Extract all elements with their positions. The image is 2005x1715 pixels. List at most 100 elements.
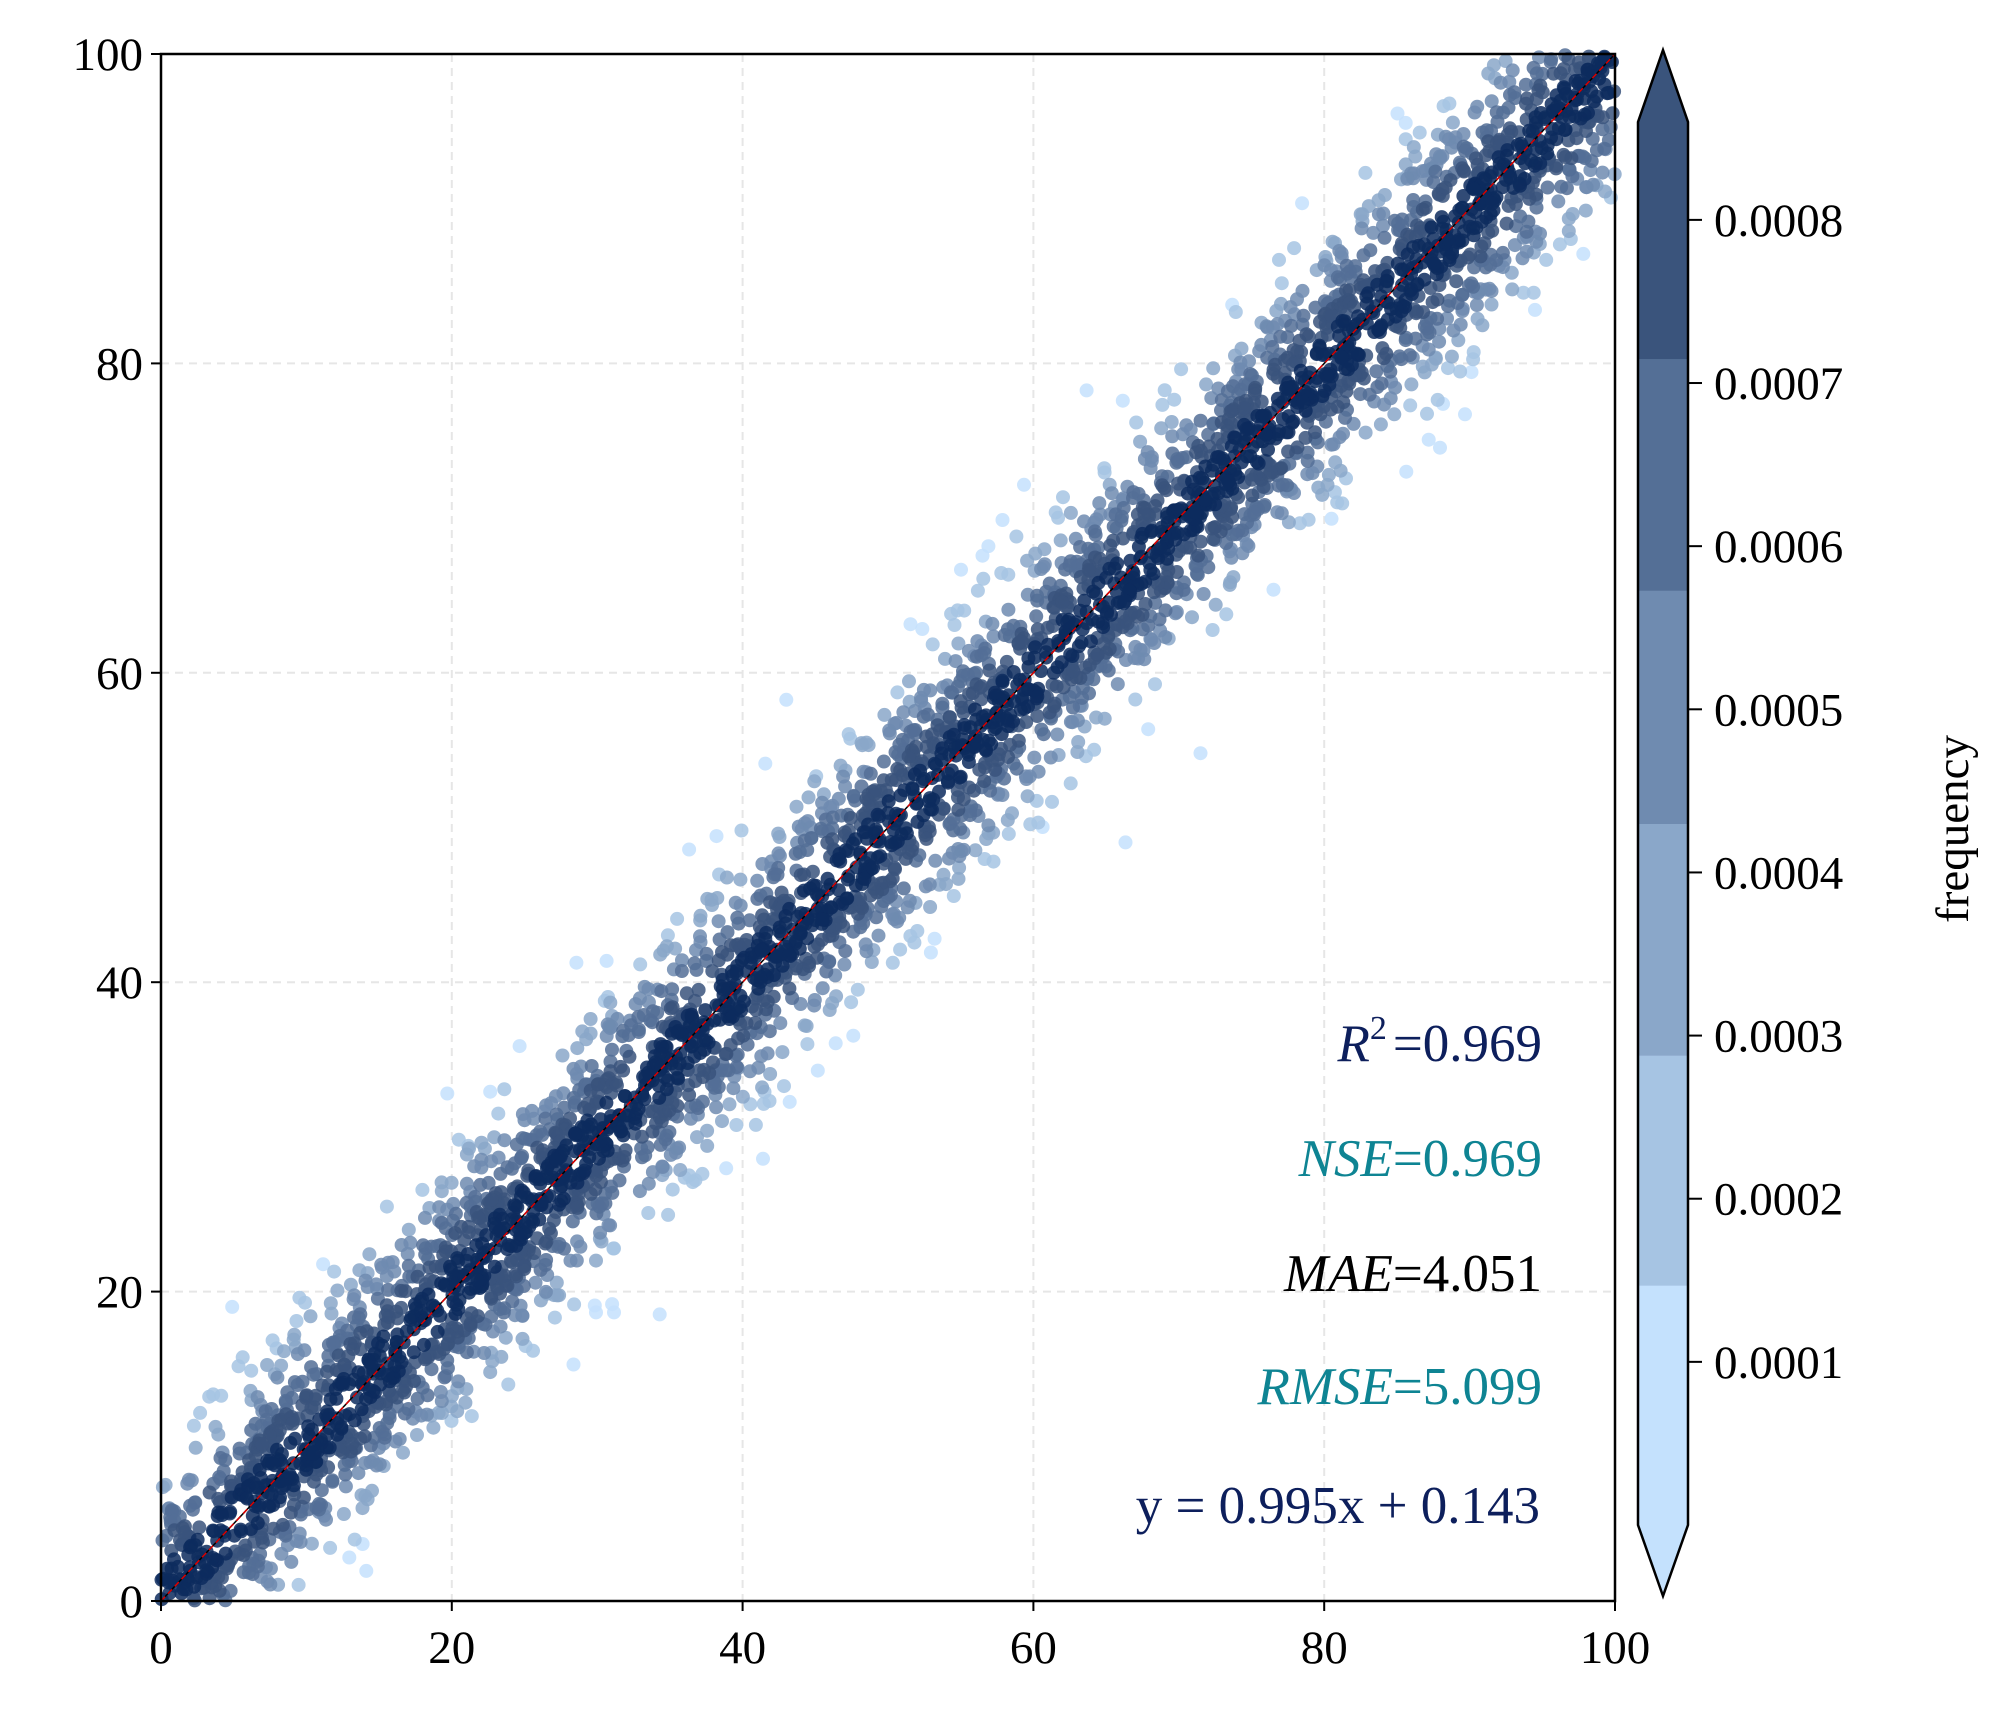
scatter-point [735, 1089, 750, 1104]
scatter-point [734, 1003, 748, 1018]
scatter-point [898, 821, 913, 836]
scatter-point [688, 1020, 703, 1035]
scatter-point [631, 1009, 646, 1024]
scatter-point [782, 948, 797, 962]
scatter-point [514, 1150, 529, 1165]
scatter-point [1561, 224, 1576, 239]
scatter-point [1554, 179, 1569, 194]
scatter-point [1066, 664, 1081, 679]
scatter-point [1459, 141, 1474, 156]
scatter-point [263, 1561, 278, 1576]
scatter-point [437, 1370, 452, 1385]
scatter-point [232, 1441, 247, 1456]
scatter-point [1540, 180, 1555, 195]
scatter-point [290, 1378, 305, 1392]
scatter-point [347, 1532, 362, 1547]
scatter-point [1066, 700, 1080, 715]
scatter-point [1091, 575, 1106, 590]
scatter-point [573, 1239, 588, 1254]
scatter-point [603, 1218, 618, 1233]
scatter-point [211, 1427, 226, 1442]
scatter-point [617, 1150, 632, 1164]
scatter-point [1464, 365, 1479, 380]
scatter-point [763, 895, 778, 910]
scatter-point [759, 1002, 774, 1017]
scatter-point [1539, 252, 1554, 267]
scatter-point [766, 989, 781, 1004]
scatter-point [733, 988, 748, 1003]
scatter-point [1205, 623, 1220, 637]
scatter-point [1272, 252, 1286, 267]
scatter-point [542, 1221, 557, 1236]
scatter-point [1442, 293, 1457, 308]
scatter-point [438, 1244, 453, 1259]
scatter-point [997, 628, 1012, 642]
scatter-point [1334, 350, 1349, 365]
scatter-point [876, 754, 891, 769]
scatter-point [569, 955, 584, 970]
scatter-point [260, 1358, 275, 1372]
scatter-point [552, 1197, 566, 1212]
scatter-point [1564, 151, 1579, 166]
scatter-point [763, 1067, 778, 1081]
scatter-point [1280, 478, 1294, 493]
scatter-point [1074, 635, 1089, 650]
scatter-point [433, 1385, 448, 1399]
scatter-point [1495, 245, 1510, 260]
scatter-point [1245, 439, 1260, 454]
scatter-point [1017, 701, 1032, 716]
scatter-point [729, 1118, 744, 1132]
scatter-point [406, 1345, 421, 1360]
scatter-point [591, 1077, 606, 1092]
scatter-point [1193, 534, 1208, 549]
scatter-point [1225, 403, 1239, 418]
scatter-point [1519, 244, 1534, 259]
scatter-point [1143, 563, 1158, 577]
scatter-point [298, 1295, 312, 1310]
scatter-point [885, 955, 900, 970]
scatter-point [849, 860, 864, 875]
scatter-point [470, 1273, 485, 1288]
colorbar-tick-label: 0.0001 [1714, 1337, 1843, 1389]
scatter-point [846, 788, 861, 803]
scatter-point [957, 603, 972, 618]
scatter-point [699, 954, 714, 968]
colorbar-outline [1636, 46, 1690, 1600]
scatter-point [286, 1332, 301, 1347]
scatter-point [434, 1175, 449, 1190]
scatter-point [652, 1307, 667, 1322]
scatter-point [1422, 325, 1437, 340]
scatter-point [1552, 237, 1567, 252]
scatter-point [1456, 189, 1471, 203]
scatter-point [910, 796, 924, 811]
scatter-point [589, 1305, 603, 1320]
x-tick-label: 0 [149, 1622, 173, 1674]
scatter-point [1343, 270, 1358, 285]
scatter-point [375, 1260, 389, 1275]
scatter-point [760, 1046, 775, 1061]
scatter-point [1332, 272, 1347, 287]
scatter-point [754, 943, 769, 958]
scatter-point [1301, 512, 1316, 527]
scatter-point [515, 1308, 530, 1323]
scatter-point [1504, 191, 1519, 206]
scatter-point [831, 791, 846, 806]
scatter-point [641, 1206, 656, 1220]
scatter-point [809, 887, 824, 902]
scatter-point [729, 966, 744, 981]
scatter-point [1562, 162, 1577, 177]
scatter-point [329, 1391, 344, 1406]
scatter-point [923, 900, 938, 914]
scatter-point [1071, 735, 1086, 749]
scatter-point [734, 823, 749, 838]
scatter-point [458, 1395, 473, 1410]
scatter-point [807, 774, 822, 789]
scatter-point [917, 772, 932, 786]
scatter-point [461, 1225, 476, 1240]
scatter-point [308, 1392, 323, 1407]
colorbar-band [1638, 823, 1688, 1056]
scatter-point [1165, 429, 1180, 444]
scatter-point [178, 1525, 193, 1540]
scatter-point [833, 854, 848, 869]
scatter-point [966, 783, 981, 798]
